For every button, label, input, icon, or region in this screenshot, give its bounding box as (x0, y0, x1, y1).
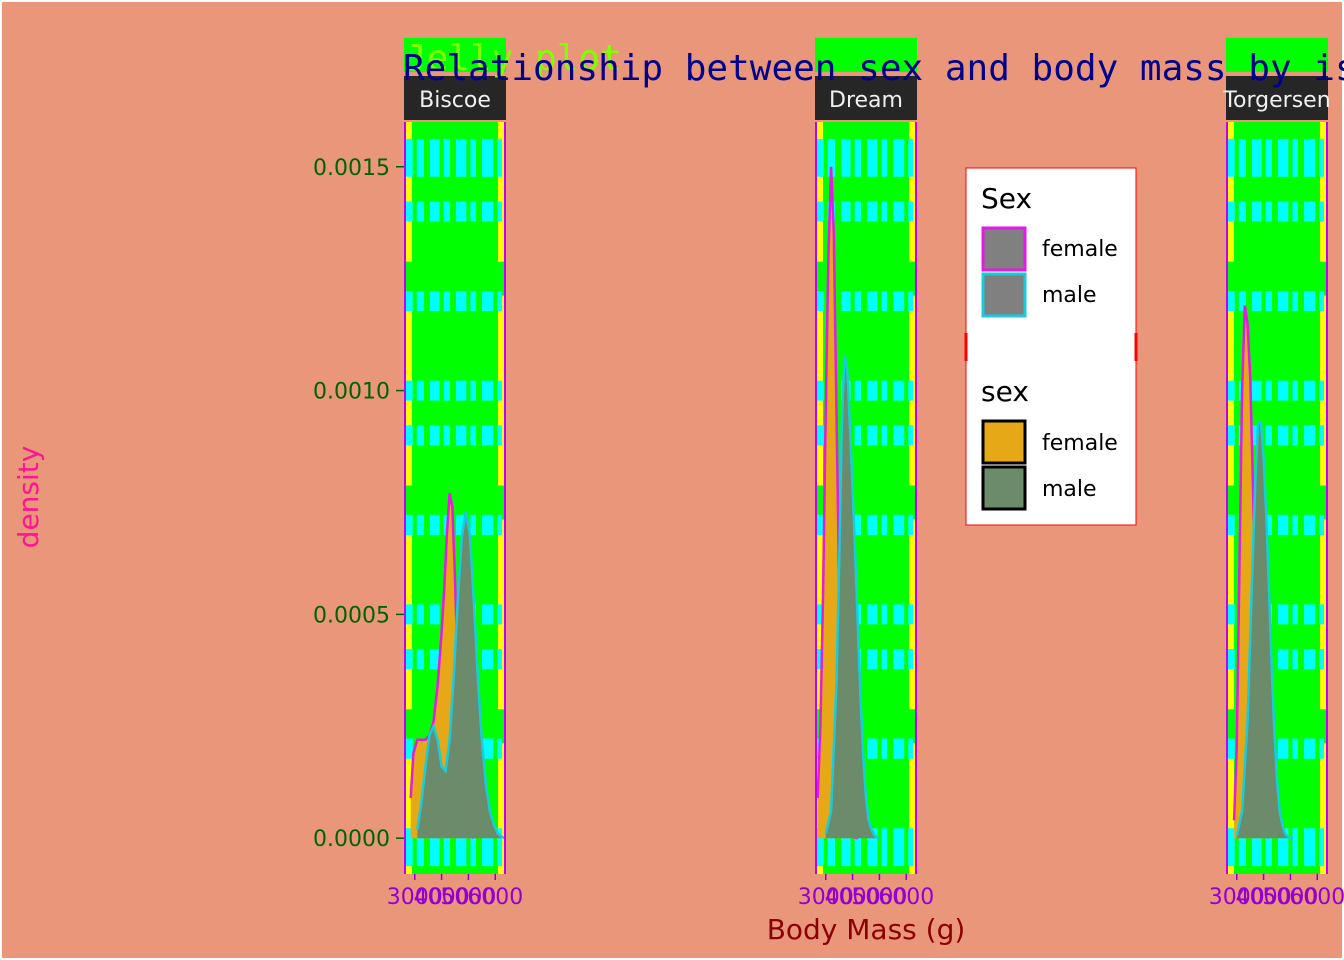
y-tick-label: 0.0005 (313, 603, 390, 628)
legend-key-female-outline (981, 226, 1027, 272)
density-line-male (824, 354, 880, 840)
y-tick-label: 0.0010 (313, 380, 390, 405)
legend-key-female-fill (981, 419, 1027, 465)
density-line-male (1235, 420, 1294, 840)
facet-strip (1226, 76, 1328, 120)
facet-strip (815, 76, 917, 120)
facet-panels: Biscoe3000400050006000Dream3000400050006… (387, 37, 1344, 910)
y-tick-label: 0.0000 (313, 827, 390, 852)
density-line-male (416, 511, 506, 840)
legend: Sex female male sex female male (964, 167, 1138, 526)
x-tick-label: 5000 (440, 885, 496, 910)
x-axis-label: Body Mass (g) (767, 913, 966, 946)
x-tick-label: 4000 (1236, 885, 1292, 910)
x-tick-label: 3000 (387, 885, 443, 910)
x-tick-label: 6000 (878, 885, 934, 910)
x-tick-label: 3000 (1209, 885, 1265, 910)
x-tick-label: 6000 (1289, 885, 1344, 910)
facet-strip-label: Dream (829, 88, 903, 113)
y-axis-ticks: 0.0000 0.0005 0.0010 0.0015 (313, 156, 404, 852)
y-axis-label: density (12, 446, 45, 549)
facet-strip-label: Biscoe (419, 88, 491, 113)
legend-title-sex-lower: sex (981, 375, 1029, 408)
legend-key-male-fill (981, 465, 1027, 511)
density-area-male (1236, 421, 1294, 839)
x-tick-label: 5000 (851, 885, 907, 910)
facet-strip-label: Torgersen (1222, 88, 1330, 113)
y-tick-label: 0.0015 (313, 156, 390, 181)
legend-label-male-fill: male (1042, 477, 1097, 502)
x-tick-label: 6000 (467, 885, 523, 910)
legend-title-sex-upper: Sex (981, 182, 1032, 215)
x-tick-label: 3000 (798, 885, 854, 910)
facet-strip (404, 76, 506, 120)
chart-subtitle: Jelly plot (405, 38, 622, 79)
x-tick-label: 4000 (414, 885, 470, 910)
x-tick-label: 4000 (825, 885, 881, 910)
legend-label-male-outline: male (1042, 283, 1097, 308)
legend-label-female-fill: female (1042, 431, 1118, 456)
legend-key-male-outline (981, 272, 1027, 318)
x-tick-label: 5000 (1262, 885, 1318, 910)
density-area-male (825, 354, 880, 839)
chart-title: Relationship between sex and body mass b… (403, 48, 1344, 89)
legend-label-female-outline: female (1042, 237, 1118, 262)
